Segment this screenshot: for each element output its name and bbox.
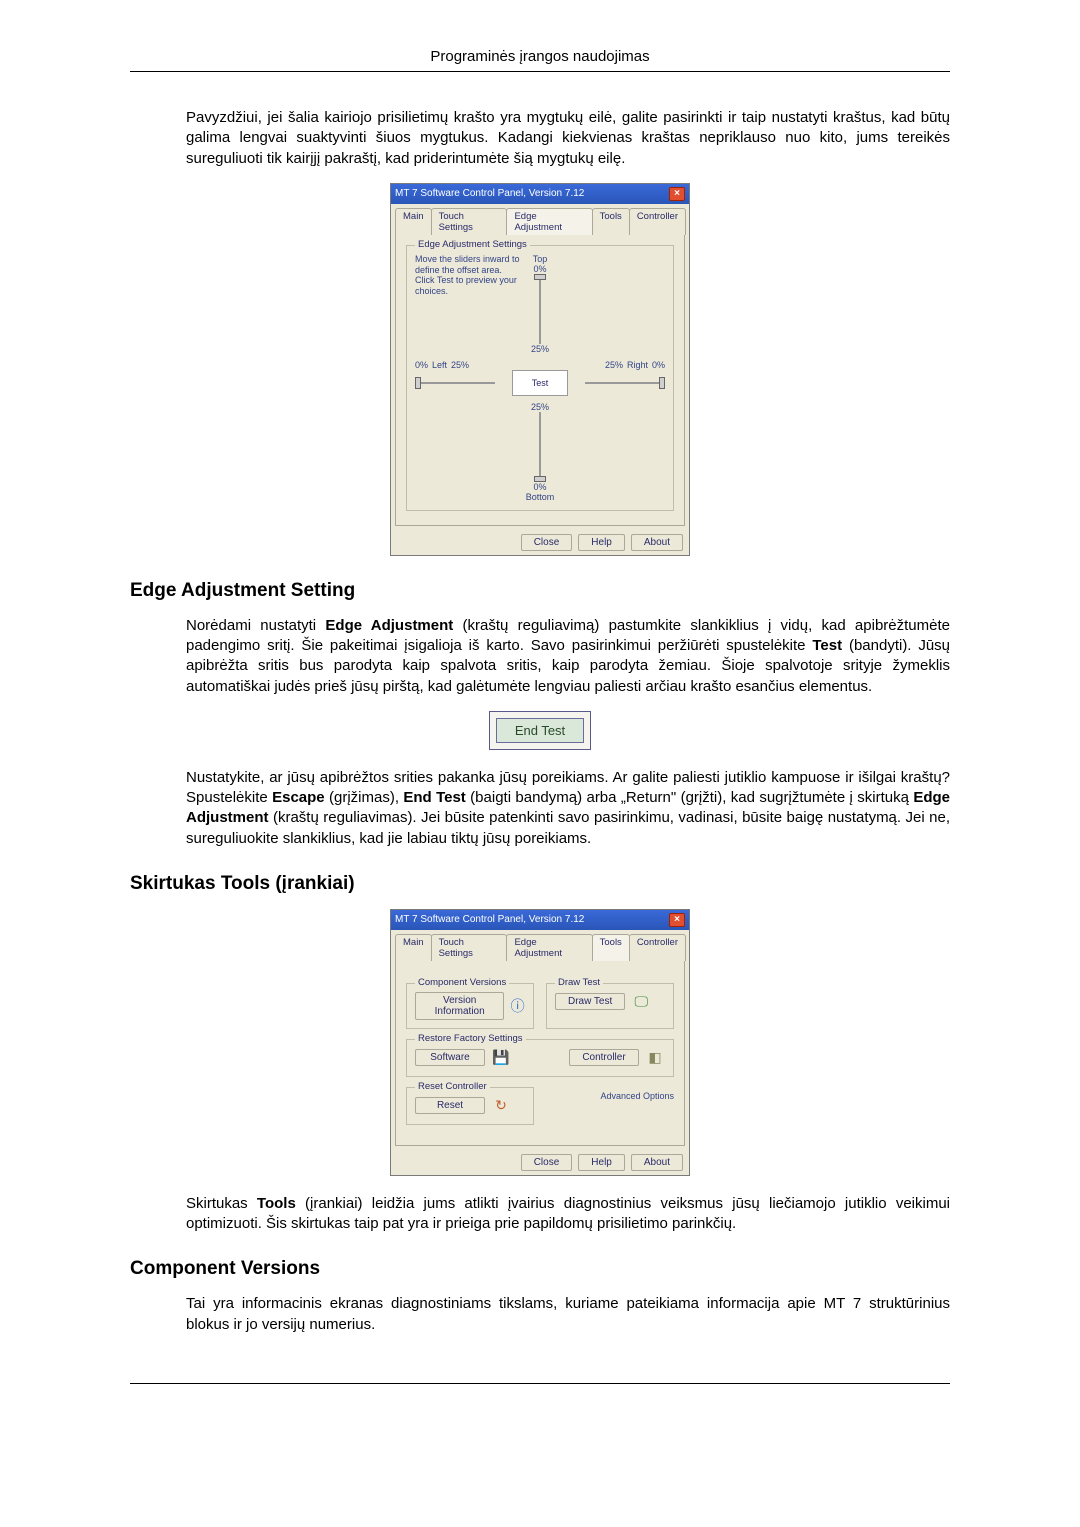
chip-icon: ◧ [645, 1048, 665, 1068]
component-versions-heading: Component Versions [130, 1258, 950, 1280]
bottom-slider[interactable] [531, 412, 549, 482]
edge-p2-d: End Test [403, 789, 465, 806]
top-zero: 0% [534, 264, 547, 274]
edge-p2-g: (kraštų reguliavimas). Jei būsite patenk… [186, 809, 950, 846]
tab-touch-settings[interactable]: Touch Settings [431, 934, 508, 961]
group-title: Edge Adjustment Settings [415, 239, 530, 250]
close-button[interactable]: Close [521, 534, 573, 551]
right-label: Right [627, 360, 648, 370]
top-slider[interactable] [531, 274, 549, 344]
close-icon[interactable]: × [669, 913, 685, 927]
info-icon: ⓘ [510, 996, 525, 1016]
left-slider-block: 0% Left 25% [415, 360, 469, 370]
close-button[interactable]: Close [521, 1154, 573, 1171]
intro-paragraph: Pavyzdžiui, jei šalia kairiojo prisiliet… [186, 108, 950, 169]
group-title: Restore Factory Settings [415, 1033, 526, 1044]
window-titlebar: MT 7 Software Control Panel, Version 7.1… [391, 910, 689, 930]
tab-controller[interactable]: Controller [629, 208, 686, 235]
edge-instruction: Move the sliders inward to define the of… [415, 254, 521, 297]
edge-p1-a: Norėdami nustatyti [186, 617, 325, 634]
tab-edge-adjustment[interactable]: Edge Adjustment [506, 934, 592, 961]
footer-rule [130, 1383, 950, 1384]
edge-p2-b: Escape [272, 789, 325, 806]
monitor-icon: 🖵 [631, 992, 651, 1012]
window-button-row: Close Help About [391, 1150, 689, 1175]
group-title: Component Versions [415, 977, 509, 988]
controller-button[interactable]: Controller [569, 1049, 639, 1066]
software-button[interactable]: Software [415, 1049, 485, 1066]
end-test-button[interactable]: End Test [496, 718, 584, 743]
version-info-button[interactable]: Version Information [415, 992, 504, 1020]
tab-strip: Main Touch Settings Edge Adjustment Tool… [391, 204, 689, 235]
edge-adjustment-group: Edge Adjustment Settings Move the slider… [406, 245, 674, 511]
edge-p2: Nustatykite, ar jūsų apibrėžtos srities … [186, 768, 950, 849]
top-slider-block: Top 0% 25% [531, 254, 549, 354]
edge-p2-e: (baigti bandymą) arba „Return" (grįžti),… [466, 789, 914, 806]
bottom-zero: 0% [533, 482, 546, 492]
tab-tools[interactable]: Tools [592, 934, 630, 961]
edge-p1-b: Edge Adjustment [325, 617, 453, 634]
help-button[interactable]: Help [578, 1154, 625, 1171]
tab-edge-adjustment[interactable]: Edge Adjustment [506, 208, 592, 235]
restore-factory-group: Restore Factory Settings Software 💾 Cont… [406, 1039, 674, 1077]
test-button[interactable]: Test [512, 370, 568, 396]
close-icon[interactable]: × [669, 187, 685, 201]
group-title: Draw Test [555, 977, 603, 988]
group-title: Reset Controller [415, 1081, 490, 1092]
bottom-slider-block: 25% 0% Bottom [526, 402, 555, 502]
tools-p1-c: (įrankiai) leidžia jums atlikti įvairius… [186, 1195, 950, 1232]
draw-test-button[interactable]: Draw Test [555, 993, 625, 1010]
reset-button[interactable]: Reset [415, 1097, 485, 1114]
tools-p1: Skirtukas Tools (įrankiai) leidžia jums … [186, 1194, 950, 1235]
about-button[interactable]: About [631, 534, 683, 551]
advanced-options-link[interactable]: Advanced Options [600, 1091, 674, 1125]
tab-main[interactable]: Main [395, 208, 432, 235]
right-25: 25% [605, 360, 623, 370]
control-panel-tools: MT 7 Software Control Panel, Version 7.1… [390, 909, 690, 1176]
right-zero: 0% [652, 360, 665, 370]
edge-p2-c: (grįžimas), [325, 789, 404, 806]
edge-p1-d: Test [812, 637, 842, 654]
tab-strip: Main Touch Settings Edge Adjustment Tool… [391, 930, 689, 961]
window-title: MT 7 Software Control Panel, Version 7.1… [395, 914, 584, 925]
right-slider[interactable] [585, 375, 665, 391]
tools-heading: Skirtukas Tools (įrankiai) [130, 873, 950, 895]
reset-controller-group: Reset Controller Reset ↻ [406, 1087, 534, 1125]
bottom-25: 25% [531, 402, 549, 412]
window-button-row: Close Help About [391, 530, 689, 555]
tab-touch-settings[interactable]: Touch Settings [431, 208, 508, 235]
bottom-label: Bottom [526, 492, 555, 502]
edge-p1: Norėdami nustatyti Edge Adjustment (kraš… [186, 616, 950, 697]
about-button[interactable]: About [631, 1154, 683, 1171]
component-versions-group: Component Versions Version Information ⓘ [406, 983, 534, 1029]
reset-icon: ↻ [491, 1096, 511, 1116]
window-title: MT 7 Software Control Panel, Version 7.1… [395, 188, 584, 199]
right-slider-block: 25% Right 0% [605, 360, 665, 370]
end-test-frame: End Test [489, 711, 591, 750]
draw-test-group: Draw Test Draw Test 🖵 [546, 983, 674, 1029]
cv-p1: Tai yra informacinis ekranas diagnostini… [186, 1294, 950, 1335]
control-panel-edge: MT 7 Software Control Panel, Version 7.1… [390, 183, 690, 556]
header-rule [130, 71, 950, 72]
top-label: Top [533, 254, 548, 264]
left-zero: 0% [415, 360, 428, 370]
window-titlebar: MT 7 Software Control Panel, Version 7.1… [391, 184, 689, 204]
left-slider[interactable] [415, 375, 495, 391]
tab-tools[interactable]: Tools [592, 208, 630, 235]
top-25: 25% [531, 344, 549, 354]
help-button[interactable]: Help [578, 534, 625, 551]
edge-adjustment-heading: Edge Adjustment Setting [130, 580, 950, 602]
tab-controller[interactable]: Controller [629, 934, 686, 961]
disk-icon: 💾 [491, 1048, 511, 1068]
page-header: Programinės įrangos naudojimas [130, 48, 950, 65]
tools-p1-b: Tools [257, 1195, 296, 1212]
tools-p1-a: Skirtukas [186, 1195, 257, 1212]
tab-main[interactable]: Main [395, 934, 432, 961]
left-25: 25% [451, 360, 469, 370]
left-label: Left [432, 360, 447, 370]
